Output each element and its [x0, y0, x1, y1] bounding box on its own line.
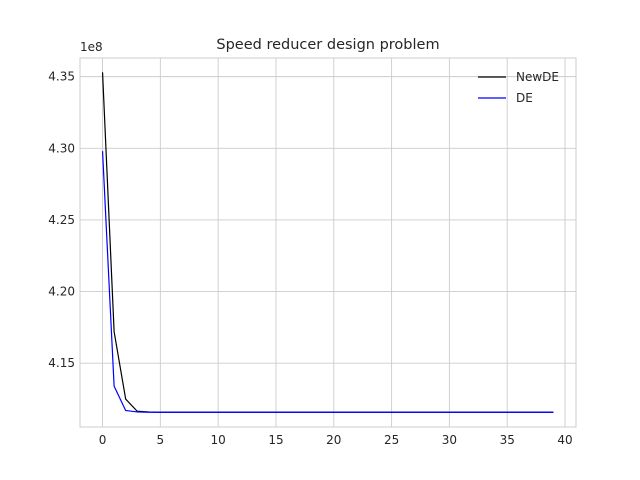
x-axis-ticks: 0 5 10 15 20 25 30 35 40	[99, 433, 573, 447]
y-axis-offset-label: 1e8	[80, 40, 103, 54]
legend: NewDE DE	[478, 70, 559, 105]
y-tick-label: 4.20	[48, 285, 75, 299]
chart-title: Speed reducer design problem	[216, 37, 439, 53]
series-line-de	[101, 151, 554, 413]
legend-label-de: DE	[516, 91, 533, 105]
x-tick-label: 0	[99, 433, 107, 447]
y-tick-label: 4.35	[48, 70, 75, 84]
y-tick-label: 4.30	[48, 141, 75, 155]
x-tick-label: 30	[442, 433, 457, 447]
series-layer	[101, 72, 554, 413]
x-tick-label: 35	[500, 433, 515, 447]
x-tick-label: 25	[384, 433, 399, 447]
grid	[80, 58, 576, 427]
x-tick-label: 10	[211, 433, 226, 447]
legend-label-newde: NewDE	[516, 70, 559, 84]
x-tick-label: 40	[557, 433, 572, 447]
x-tick-label: 5	[157, 433, 165, 447]
y-tick-label: 4.25	[48, 213, 75, 227]
plot-area-frame	[79, 57, 577, 428]
y-axis-ticks: 4.15 4.20 4.25 4.30 4.35	[48, 70, 75, 371]
y-tick-label: 4.15	[48, 356, 75, 370]
x-tick-label: 20	[326, 433, 341, 447]
x-tick-label: 15	[268, 433, 283, 447]
